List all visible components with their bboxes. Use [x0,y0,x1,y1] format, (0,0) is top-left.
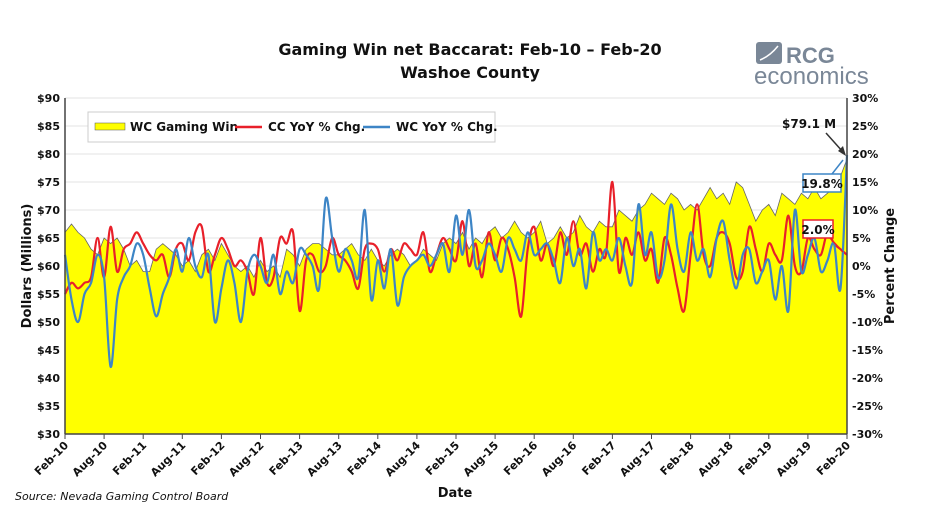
y-left-tick-label: $40 [37,372,60,385]
x-tick-label: Feb-12 [188,439,227,478]
y-right-tick-label: -25% [852,400,883,413]
svg-text:economics: economics [754,63,869,90]
y-left-tick-label: $35 [37,400,60,413]
y-right-tick-label: 15% [852,176,878,189]
chart-title: Gaming Win net Baccarat: Feb-10 – Feb-20 [278,40,661,59]
legend-label-wc: WC YoY % Chg. [396,120,498,134]
x-tick-label: Feb-17 [579,439,618,478]
svg-text:RCG: RCG [786,43,835,68]
x-tick-label: Aug-17 [617,439,657,479]
x-tick-label: Feb-18 [658,439,697,478]
line-layer [63,155,849,368]
y-left-tick-label: $75 [37,176,60,189]
series-area-wc-gaming-win [65,159,847,434]
y-left-tick-label: $80 [37,148,60,161]
y-left-tick-label: $30 [37,428,60,441]
rcg-logo: RCG economics [754,42,869,90]
x-tick-label: Feb-20 [814,439,853,478]
source-note: Source: Nevada Gaming Control Board [15,490,229,503]
y-left-tick-label: $50 [37,316,60,329]
area-layer [64,158,848,434]
y-left-tick-label: $70 [37,204,60,217]
legend-label-cc: CC YoY % Chg. [268,120,365,134]
series-line-wc-yoy [63,155,849,368]
annotations: $79.1 M 19.8% 2.0% [782,117,846,253]
annotation-win-last: $79.1 M [782,117,836,131]
x-tick-label: Feb-14 [345,439,384,478]
y-right-tick-label: -20% [852,372,883,385]
chart-subtitle: Washoe County [400,63,540,82]
x-tick-label: Aug-13 [304,439,344,479]
x-tick-label: Aug-11 [148,439,188,479]
series-area-outline [64,158,848,279]
x-tick-label: Feb-19 [736,439,775,478]
y-right-tick-label: 25% [852,120,878,133]
y-axis-right-title: Percent Change [883,208,898,324]
y-left-tick-label: $45 [37,344,60,357]
x-tick-label: Aug-16 [539,439,580,480]
y-right-tick-label: 10% [852,204,878,217]
y-right-tick-label: -15% [852,344,883,357]
x-tick-label: Aug-18 [695,439,735,479]
y-right-tick-label: 30% [852,92,878,105]
x-tick-label: Aug-15 [461,439,501,479]
y-right-tick-label: 20% [852,148,878,161]
x-tick-label: Feb-13 [267,439,306,478]
y-right-tick-label: 0% [852,260,871,273]
x-axis-title: Date [438,486,473,501]
legend-label-win: WC Gaming Win [130,120,238,134]
annotation-wc-last: 19.8% [801,177,843,191]
x-tick-label: Aug-10 [70,439,111,480]
y-left-tick-label: $60 [37,260,60,273]
x-tick-label: Aug-14 [383,439,424,480]
y-left-tick-label: $55 [37,288,60,301]
legend: WC Gaming Win CC YoY % Chg. WC YoY % Chg… [87,111,498,143]
y-right-tick-label: -10% [852,316,883,329]
y-right-tick-label: -30% [852,428,883,441]
y-right-tick-label: -5% [852,288,875,301]
x-tick-label: Feb-10 [32,439,71,478]
legend-swatch-win [94,122,126,131]
y-left-tick-label: $65 [37,232,60,245]
x-tick-label: Aug-19 [774,439,814,479]
y-right-tick-label: 5% [852,232,871,245]
y-axis-left-title: Dollars (Millions) [20,204,35,329]
annotation-cc-last: 2.0% [801,223,834,237]
x-tick-label: Feb-11 [110,439,149,478]
x-tick-label: Feb-16 [501,439,540,478]
y-left-tick-label: $90 [37,92,60,105]
y-left-tick-label: $85 [37,120,60,133]
x-tick-label: Feb-15 [423,439,462,478]
x-tick-label: Aug-12 [226,439,266,479]
